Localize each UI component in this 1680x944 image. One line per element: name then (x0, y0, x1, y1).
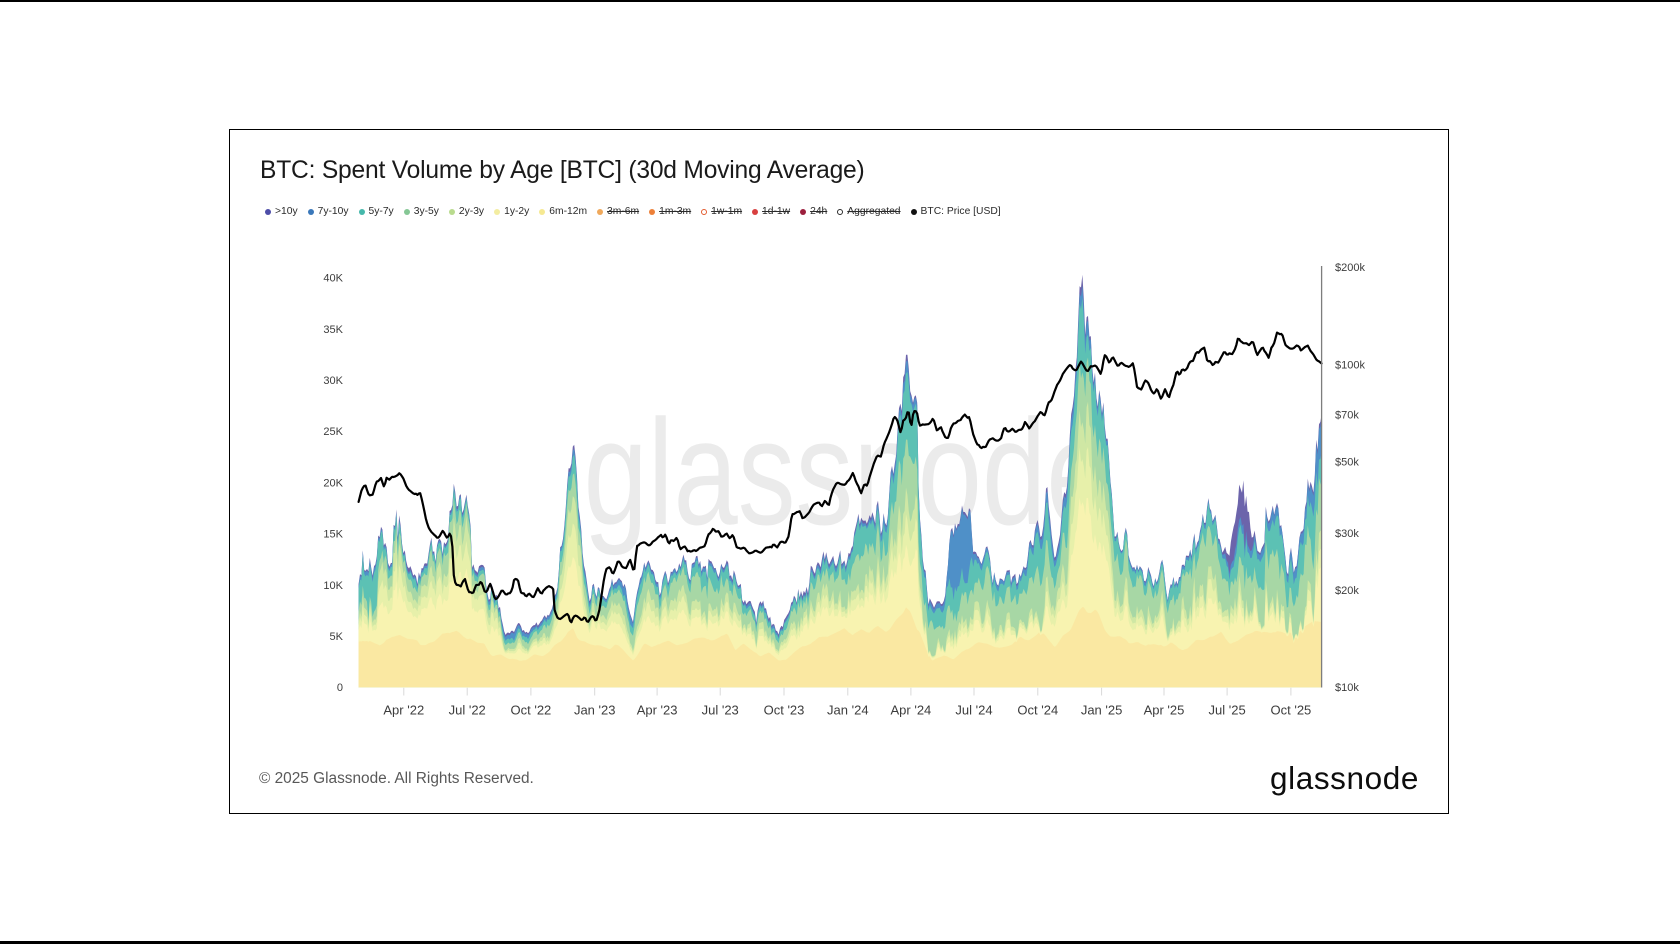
svg-text:Jul '23: Jul '23 (702, 703, 739, 718)
svg-text:35K: 35K (323, 324, 343, 336)
svg-text:Oct '25: Oct '25 (1271, 703, 1312, 718)
svg-text:Jul '25: Jul '25 (1209, 703, 1246, 718)
svg-text:Oct '22: Oct '22 (511, 703, 552, 718)
svg-text:$200k: $200k (1335, 262, 1365, 274)
svg-text:$70k: $70k (1335, 409, 1359, 421)
svg-text:Jul '22: Jul '22 (449, 703, 486, 718)
svg-text:Oct '24: Oct '24 (1017, 703, 1058, 718)
svg-text:Jan '24: Jan '24 (827, 703, 869, 718)
svg-text:25K: 25K (323, 426, 343, 438)
svg-text:Jan '23: Jan '23 (574, 703, 616, 718)
svg-text:Apr '25: Apr '25 (1144, 703, 1185, 718)
svg-text:$10k: $10k (1335, 682, 1359, 694)
svg-text:0: 0 (337, 682, 343, 694)
svg-text:$30k: $30k (1335, 528, 1359, 540)
svg-text:$20k: $20k (1335, 585, 1359, 597)
svg-text:$50k: $50k (1335, 457, 1359, 469)
svg-text:15K: 15K (323, 529, 343, 541)
svg-text:5K: 5K (330, 631, 344, 643)
svg-text:Jul '24: Jul '24 (955, 703, 992, 718)
svg-text:Jan '25: Jan '25 (1081, 703, 1123, 718)
svg-text:20K: 20K (323, 477, 343, 489)
svg-text:Apr '23: Apr '23 (637, 703, 678, 718)
svg-text:Oct '23: Oct '23 (764, 703, 805, 718)
svg-text:glassnode: glassnode (584, 388, 1111, 556)
svg-text:30K: 30K (323, 375, 343, 387)
svg-text:40K: 40K (323, 273, 343, 285)
svg-text:$100k: $100k (1335, 359, 1365, 371)
svg-text:10K: 10K (323, 580, 343, 592)
svg-text:Apr '24: Apr '24 (891, 703, 932, 718)
svg-text:Apr '22: Apr '22 (383, 703, 424, 718)
